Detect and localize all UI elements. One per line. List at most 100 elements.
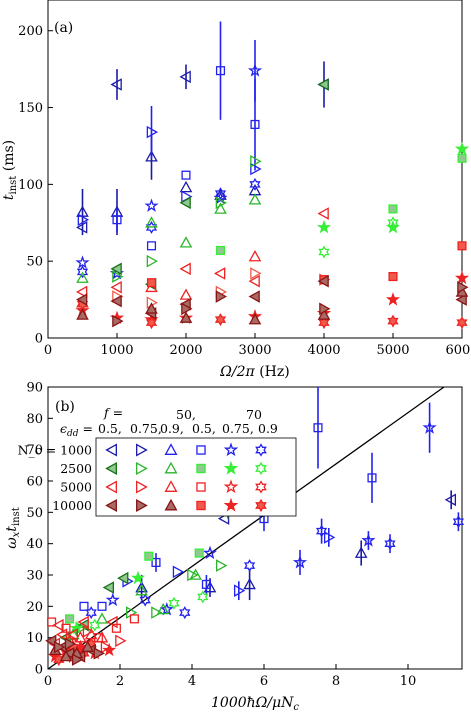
- b-point-square: [144, 551, 154, 561]
- b-point-tri-right: [172, 565, 185, 579]
- a-point-star: [316, 219, 332, 234]
- a-point-tri-left: [248, 290, 260, 303]
- a-point-square: [388, 271, 398, 282]
- legend-eps-value: 0.9: [258, 421, 278, 436]
- b-point-tri-left: [117, 571, 129, 585]
- a-xtick-label: 1000: [100, 343, 133, 358]
- b-point-tri-right: [93, 647, 105, 660]
- b-point-tri-right: [115, 634, 127, 648]
- a-point-square: [181, 170, 191, 180]
- a-point-tri-left: [213, 267, 226, 280]
- legend-eps-values: 0.5, 0.75,0.9, 0.5, 0.75, 0.9: [98, 421, 278, 436]
- b-point-triangle: [95, 612, 109, 624]
- panel-b-ticks: 0 2 4 6 8 10 0 10 20 30 40 50 60 70 80 90: [26, 381, 416, 690]
- a-xtick-label: 3000: [238, 343, 271, 358]
- legend-marker-square: [196, 463, 206, 474]
- legend-eps-value: 0.75,: [130, 421, 162, 436]
- b-point-star: [292, 555, 308, 569]
- legend-marker-star: [223, 460, 239, 475]
- legend-row-label: 2500: [60, 461, 92, 476]
- legend-marker-hexagram: [255, 443, 267, 457]
- b-point-tri-left: [66, 628, 79, 641]
- b-point-triangle: [81, 640, 94, 652]
- legend-row-label: 5000: [60, 480, 92, 495]
- a-point-tri-left: [75, 285, 88, 299]
- a-point-tri-left: [75, 293, 88, 306]
- a-point-tri-right: [112, 270, 124, 283]
- a-point-hexagram: [214, 187, 227, 201]
- a-point-triangle: [179, 311, 193, 323]
- legend-marker-square: [196, 500, 206, 511]
- legend-marker-tri-right: [136, 480, 148, 494]
- b-xtick-label: 8: [332, 674, 340, 689]
- b-xtick-label: 10: [400, 674, 417, 689]
- b-ytick-label: 70: [26, 443, 43, 458]
- a-point-tri-left: [248, 274, 260, 288]
- a-point-tri-right: [250, 155, 262, 168]
- a-point-tri-right: [215, 290, 228, 303]
- b-point-triangle: [135, 580, 148, 593]
- a-point-square: [112, 215, 122, 225]
- a-point-square: [146, 278, 157, 288]
- b-point-square: [151, 557, 161, 568]
- b-ytick-label: 60: [26, 475, 43, 490]
- legend-rows: N_c = 1000 2500 5000 10000: [18, 442, 267, 513]
- b-ytick-label: 80: [26, 412, 43, 427]
- b-point-tri-right: [53, 640, 66, 654]
- a-ytick-label: 200: [18, 24, 43, 39]
- a-point-tri-right: [146, 254, 159, 268]
- legend-marker-hexagram: [255, 498, 267, 513]
- panel-b-xlabel: 1000ħΩ/μNc: [211, 695, 299, 713]
- a-point-hexagram: [387, 314, 399, 328]
- panel-b-frame: [47, 386, 463, 670]
- a-point-tri-left: [110, 262, 122, 276]
- legend-marker-triangle: [164, 443, 178, 455]
- legend-eps-header: ϵdd =: [60, 421, 93, 439]
- a-point-star: [247, 63, 263, 77]
- b-point-triangle: [135, 584, 148, 596]
- b-point-square: [65, 614, 75, 624]
- a-point-square: [457, 241, 467, 251]
- b-point-tri-left: [77, 615, 89, 629]
- a-point-tri-left: [317, 207, 329, 220]
- a-point-square: [457, 153, 467, 163]
- a-point-hexagram: [76, 265, 89, 279]
- a-point-tri-left: [110, 294, 122, 308]
- b-ytick-label: 0: [35, 663, 43, 678]
- b-ytick-label: 30: [26, 569, 43, 584]
- a-point-hexagram: [387, 216, 399, 230]
- a-point-star: [144, 198, 159, 212]
- b-point-square: [367, 473, 377, 483]
- a-point-triangle: [76, 308, 89, 320]
- b-point-hexagram: [197, 590, 209, 604]
- legend-marker-tri-right: [136, 461, 148, 476]
- b-point-tri-right: [215, 559, 228, 572]
- b-point-square: [47, 617, 57, 627]
- b-ytick-label: 40: [26, 537, 43, 552]
- b-point-star: [102, 642, 117, 657]
- a-point-square: [388, 204, 398, 214]
- b-point-star: [202, 545, 218, 560]
- b-ytick-label: 90: [26, 381, 43, 396]
- a-point-tri-right: [146, 125, 159, 139]
- a-point-star: [385, 292, 401, 306]
- a-point-tri-right: [250, 267, 262, 280]
- a-point-triangle: [248, 313, 262, 325]
- a-ytick-label: 50: [26, 255, 43, 270]
- b-point-star: [105, 592, 120, 607]
- a-ytick-label: 0: [35, 332, 43, 347]
- panel-b-reference-line: [47, 386, 445, 670]
- a-point-tri-left: [455, 293, 467, 306]
- legend-marker-square: [196, 445, 206, 455]
- a-xtick-label: 2000: [169, 343, 202, 358]
- a-point-tri-left: [179, 196, 191, 210]
- b-xtick-label: 6: [260, 674, 268, 689]
- legend-marker-star: [223, 479, 239, 494]
- legend-marker-tri-left: [105, 498, 117, 513]
- a-point-triangle: [145, 216, 158, 228]
- panel-a-ylabel: tinst (ms): [1, 140, 19, 200]
- legend-marker-triangle: [164, 480, 178, 492]
- a-ytick-label: 100: [18, 178, 43, 193]
- b-point-square: [111, 623, 121, 633]
